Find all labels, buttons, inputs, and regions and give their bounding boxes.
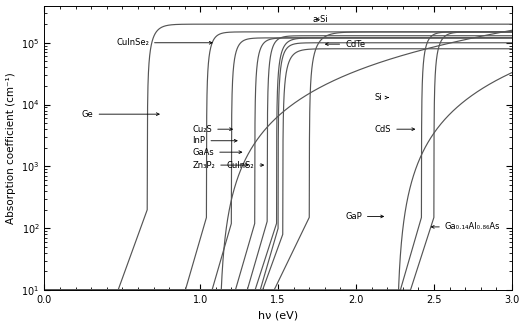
Text: CuInS₂: CuInS₂ [227,161,264,170]
Text: CdTe: CdTe [326,40,365,49]
Text: InP: InP [193,136,237,145]
Text: Zn₃P₂: Zn₃P₂ [193,161,248,170]
Text: a-Si: a-Si [312,15,328,24]
Text: CdS: CdS [375,125,415,134]
X-axis label: hν (eV): hν (eV) [258,310,298,320]
Y-axis label: Absorption coefficient (cm⁻¹): Absorption coefficient (cm⁻¹) [6,72,16,224]
Text: Ge: Ge [82,110,159,119]
Text: GaAs: GaAs [193,148,242,157]
Text: GaP: GaP [345,212,383,221]
Text: Ga₀.₁₄Al₀.₈₆As: Ga₀.₁₄Al₀.₈₆As [432,222,500,231]
Text: Si: Si [375,93,388,102]
Text: CuInSe₂: CuInSe₂ [116,38,212,47]
Text: Cu₂S: Cu₂S [193,125,233,134]
